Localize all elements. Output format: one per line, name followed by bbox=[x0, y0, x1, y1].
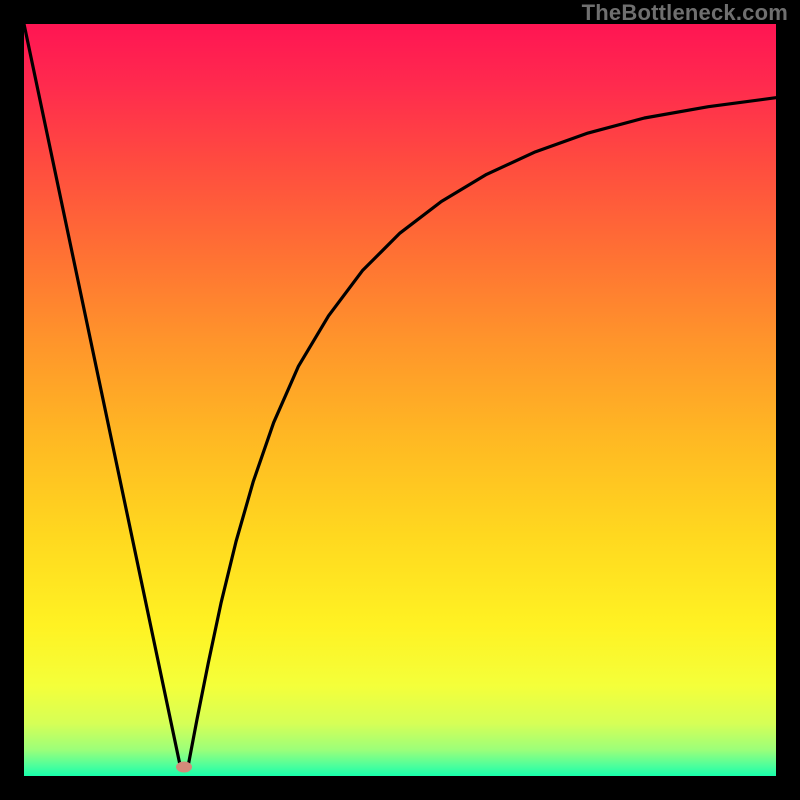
curve-svg bbox=[24, 24, 776, 776]
plot-frame bbox=[24, 24, 776, 776]
bottom-marker bbox=[176, 762, 192, 773]
plot-area bbox=[24, 24, 776, 776]
curve-path bbox=[24, 24, 776, 767]
watermark: TheBottleneck.com bbox=[582, 0, 788, 26]
